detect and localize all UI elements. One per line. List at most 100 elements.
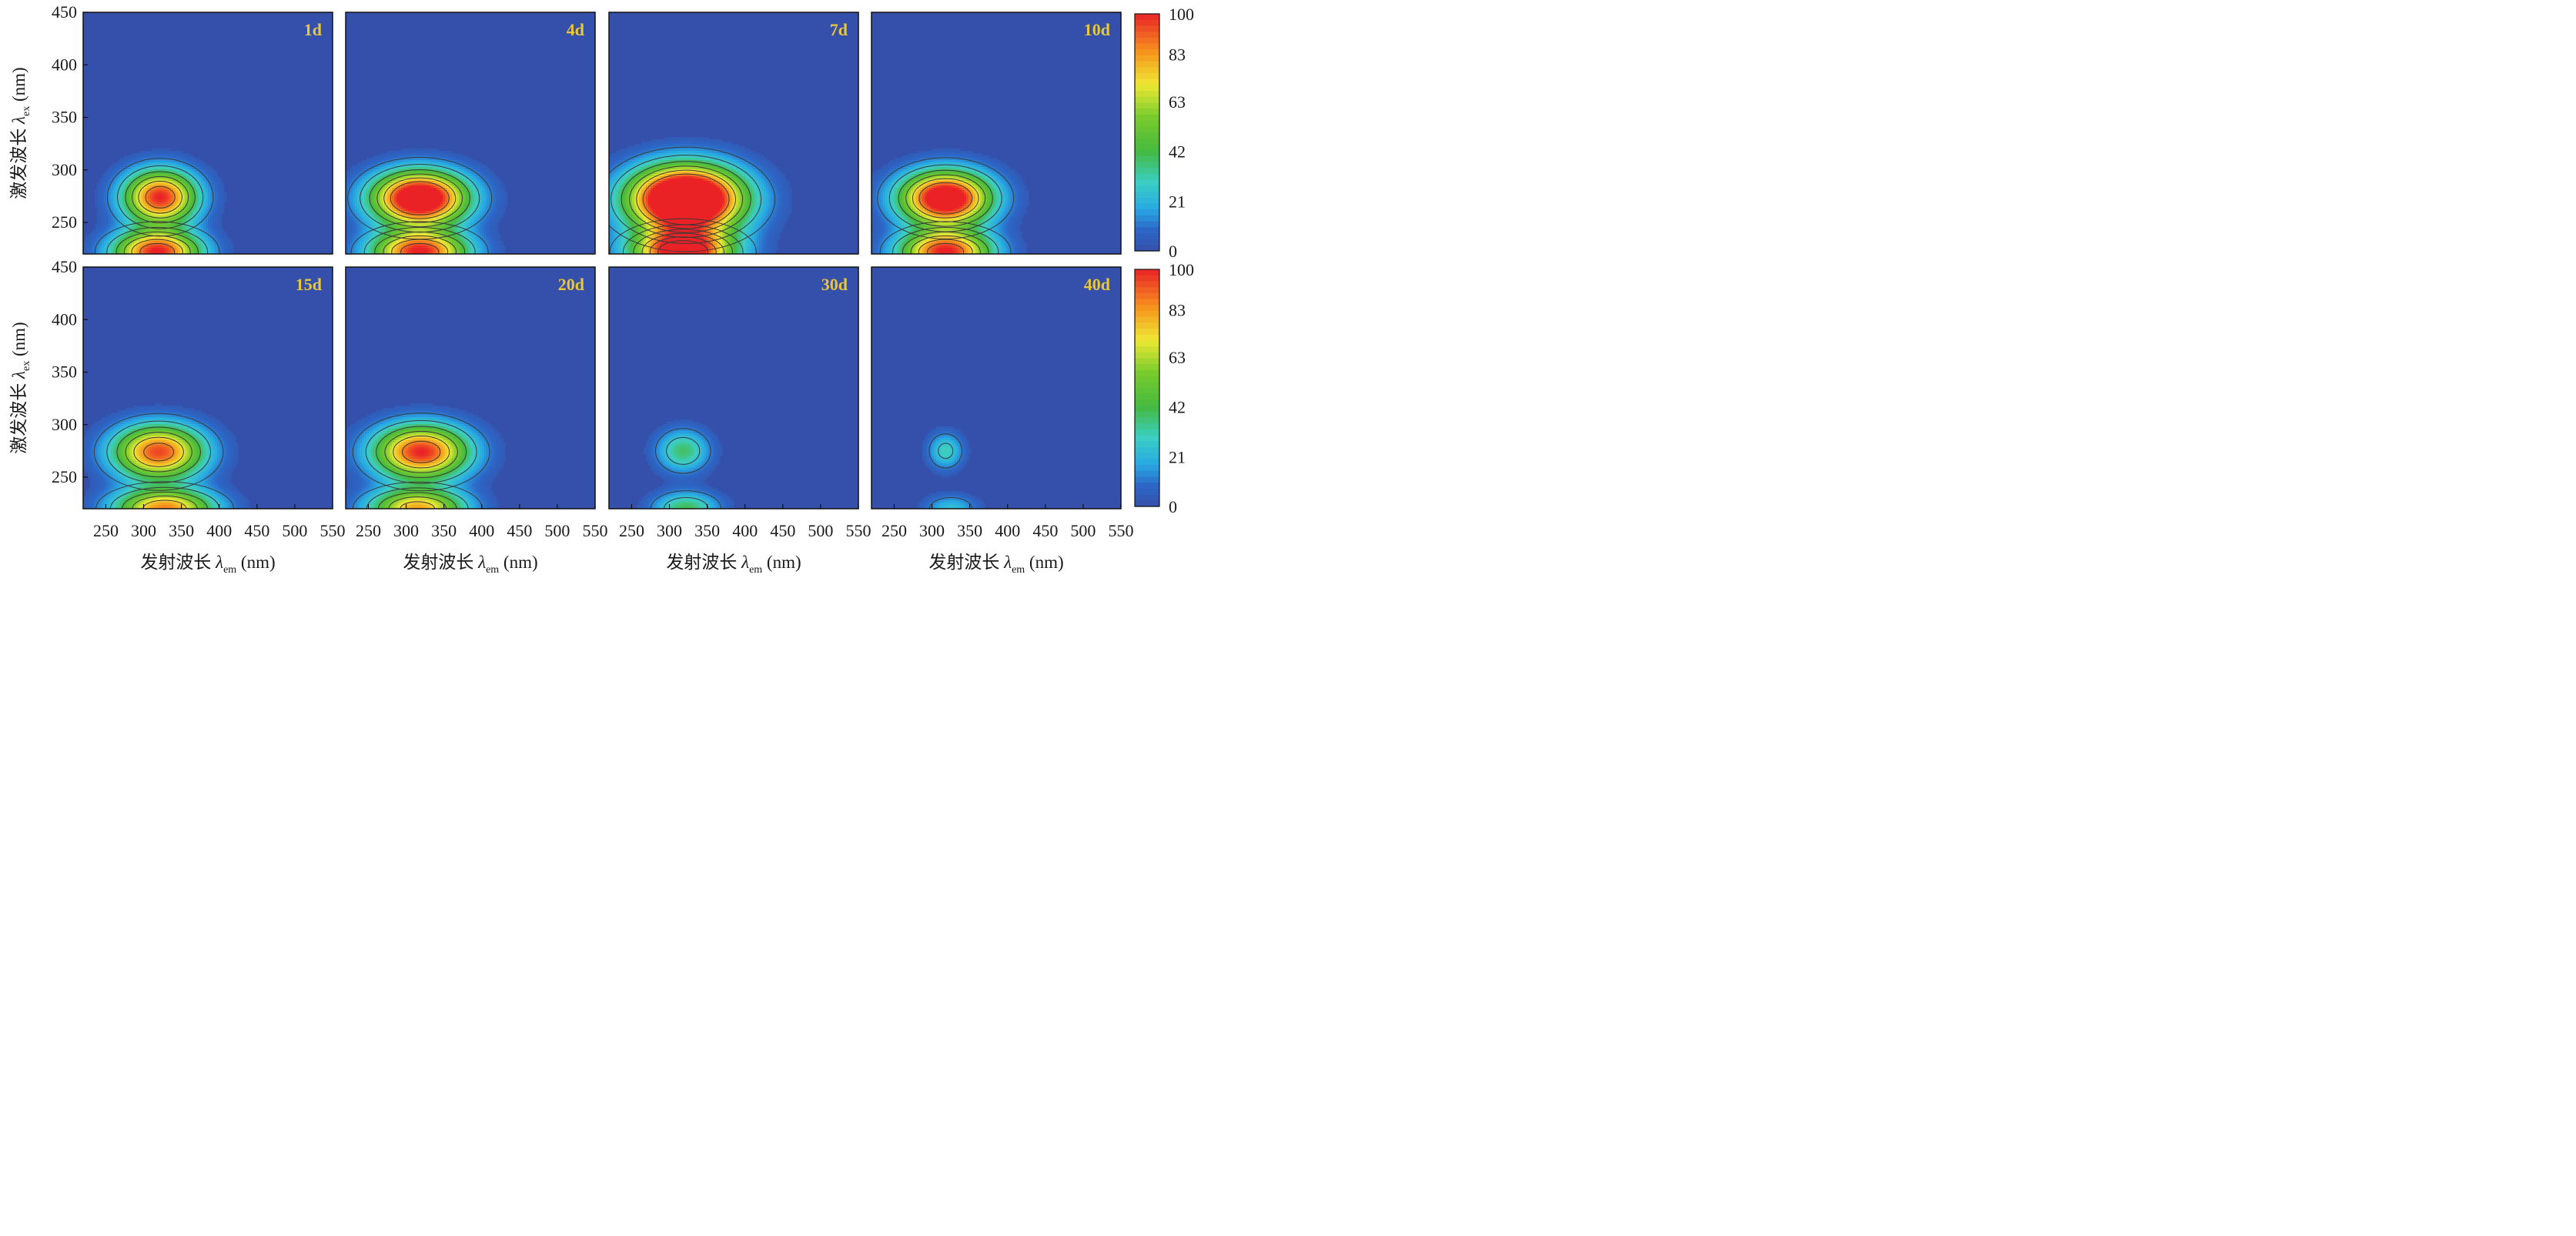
intensity-cell	[141, 197, 144, 200]
intensity-cell	[178, 172, 181, 175]
intensity-cell	[185, 162, 188, 165]
intensity-cell	[203, 209, 206, 212]
intensity-cell	[431, 179, 434, 182]
intensity-cell	[111, 215, 114, 219]
intensity-cell	[484, 202, 487, 205]
intensity-cell	[155, 252, 158, 254]
intensity-cell	[180, 167, 183, 170]
intensity-cell	[217, 195, 220, 198]
intensity-cell	[231, 246, 234, 249]
intensity-cell	[396, 188, 400, 191]
intensity-cell	[155, 179, 158, 182]
intensity-cell	[219, 225, 222, 228]
intensity-cell	[102, 218, 105, 221]
intensity-cell	[164, 213, 167, 216]
intensity-cell	[222, 236, 225, 239]
intensity-cell	[127, 220, 130, 223]
intensity-cell	[429, 185, 432, 189]
intensity-cell	[125, 218, 128, 221]
intensity-cell	[157, 155, 160, 159]
intensity-cell	[482, 227, 485, 230]
intensity-cell	[109, 190, 112, 193]
intensity-cell	[408, 234, 411, 237]
intensity-cell	[491, 218, 494, 221]
intensity-cell	[231, 252, 234, 254]
intensity-cell	[120, 195, 123, 198]
intensity-cell	[97, 243, 100, 246]
intensity-cell	[362, 202, 365, 205]
intensity-cell	[88, 248, 91, 251]
intensity-cell	[125, 252, 128, 254]
intensity-cell	[357, 169, 360, 172]
intensity-cell	[408, 165, 411, 168]
intensity-cell	[111, 195, 114, 198]
intensity-cell	[371, 172, 374, 175]
intensity-cell	[201, 248, 204, 251]
intensity-cell	[484, 227, 487, 230]
contour-line	[139, 242, 176, 254]
intensity-cell	[187, 234, 190, 237]
intensity-cell	[203, 252, 206, 254]
intensity-cell	[357, 204, 360, 207]
intensity-cell	[157, 199, 160, 202]
intensity-cell	[171, 252, 174, 254]
intensity-cell	[491, 195, 494, 198]
intensity-cell	[366, 220, 370, 223]
intensity-cell	[187, 202, 190, 205]
intensity-cell	[493, 206, 497, 209]
intensity-cell	[88, 250, 91, 253]
intensity-cell	[422, 199, 425, 202]
intensity-cell	[387, 158, 390, 161]
intensity-cell	[219, 179, 222, 182]
intensity-cell	[109, 243, 112, 246]
intensity-cell	[378, 188, 381, 191]
intensity-cell	[362, 188, 365, 191]
intensity-cell	[447, 188, 450, 191]
intensity-cell	[415, 234, 418, 237]
intensity-cell	[150, 155, 153, 159]
intensity-cell	[90, 241, 93, 244]
intensity-cell	[115, 202, 119, 205]
intensity-cell	[129, 220, 132, 223]
intensity-cell	[178, 202, 181, 205]
intensity-cell	[420, 218, 423, 221]
intensity-cell	[120, 252, 123, 254]
intensity-cell	[109, 179, 112, 182]
intensity-cell	[152, 155, 156, 159]
intensity-cell	[348, 176, 351, 179]
intensity-cell	[166, 218, 169, 221]
intensity-cell	[420, 211, 423, 214]
intensity-cell	[113, 202, 116, 205]
intensity-cell	[392, 206, 395, 209]
intensity-cell	[210, 246, 213, 249]
intensity-cell	[380, 234, 383, 237]
intensity-cell	[364, 241, 367, 244]
intensity-cell	[454, 215, 457, 219]
intensity-cell	[226, 246, 229, 249]
intensity-cell	[127, 197, 130, 200]
intensity-cell	[422, 179, 425, 182]
intensity-cell	[422, 155, 425, 159]
intensity-cell	[169, 183, 172, 186]
intensity-cell	[401, 199, 404, 202]
intensity-cell	[113, 220, 116, 223]
intensity-cell	[438, 239, 441, 242]
intensity-cell	[355, 172, 358, 175]
intensity-cell	[371, 234, 374, 237]
intensity-cell	[415, 192, 418, 195]
intensity-cell	[452, 195, 455, 198]
intensity-cell	[422, 234, 425, 237]
intensity-cell	[129, 202, 132, 205]
intensity-cell	[503, 195, 506, 198]
intensity-cell	[152, 222, 156, 225]
intensity-cell	[447, 232, 450, 235]
intensity-cell	[99, 218, 102, 221]
intensity-cell	[496, 181, 499, 184]
intensity-cell	[148, 151, 151, 154]
intensity-cell	[408, 241, 411, 244]
intensity-cell	[192, 174, 195, 177]
intensity-cell	[224, 250, 227, 253]
intensity-cell	[152, 153, 156, 156]
intensity-cell	[408, 172, 411, 175]
intensity-cell	[106, 243, 109, 246]
